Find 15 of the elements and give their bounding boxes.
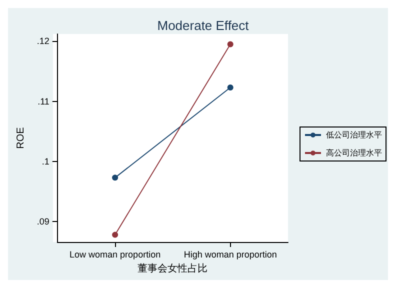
x-tick-label: High woman proportion bbox=[184, 250, 277, 260]
point bbox=[227, 41, 234, 48]
legend-label: 低公司治理水平 bbox=[326, 130, 382, 140]
y-tick-label: .12 bbox=[36, 36, 50, 46]
y-tick-label: .1 bbox=[42, 156, 50, 166]
x-axis-title: 董事会女性占比 bbox=[138, 262, 208, 274]
chart-title: Moderate Effect bbox=[157, 18, 250, 33]
y-axis-title: ROE bbox=[16, 126, 26, 149]
x-tick-label: Low woman proportion bbox=[70, 250, 161, 260]
point bbox=[112, 174, 118, 181]
y-tick-label: .11 bbox=[38, 96, 50, 106]
point bbox=[112, 232, 118, 238]
point bbox=[227, 84, 234, 90]
legend-label: 高公司治理水平 bbox=[326, 148, 382, 158]
y-tick-label: .09 bbox=[36, 216, 50, 227]
